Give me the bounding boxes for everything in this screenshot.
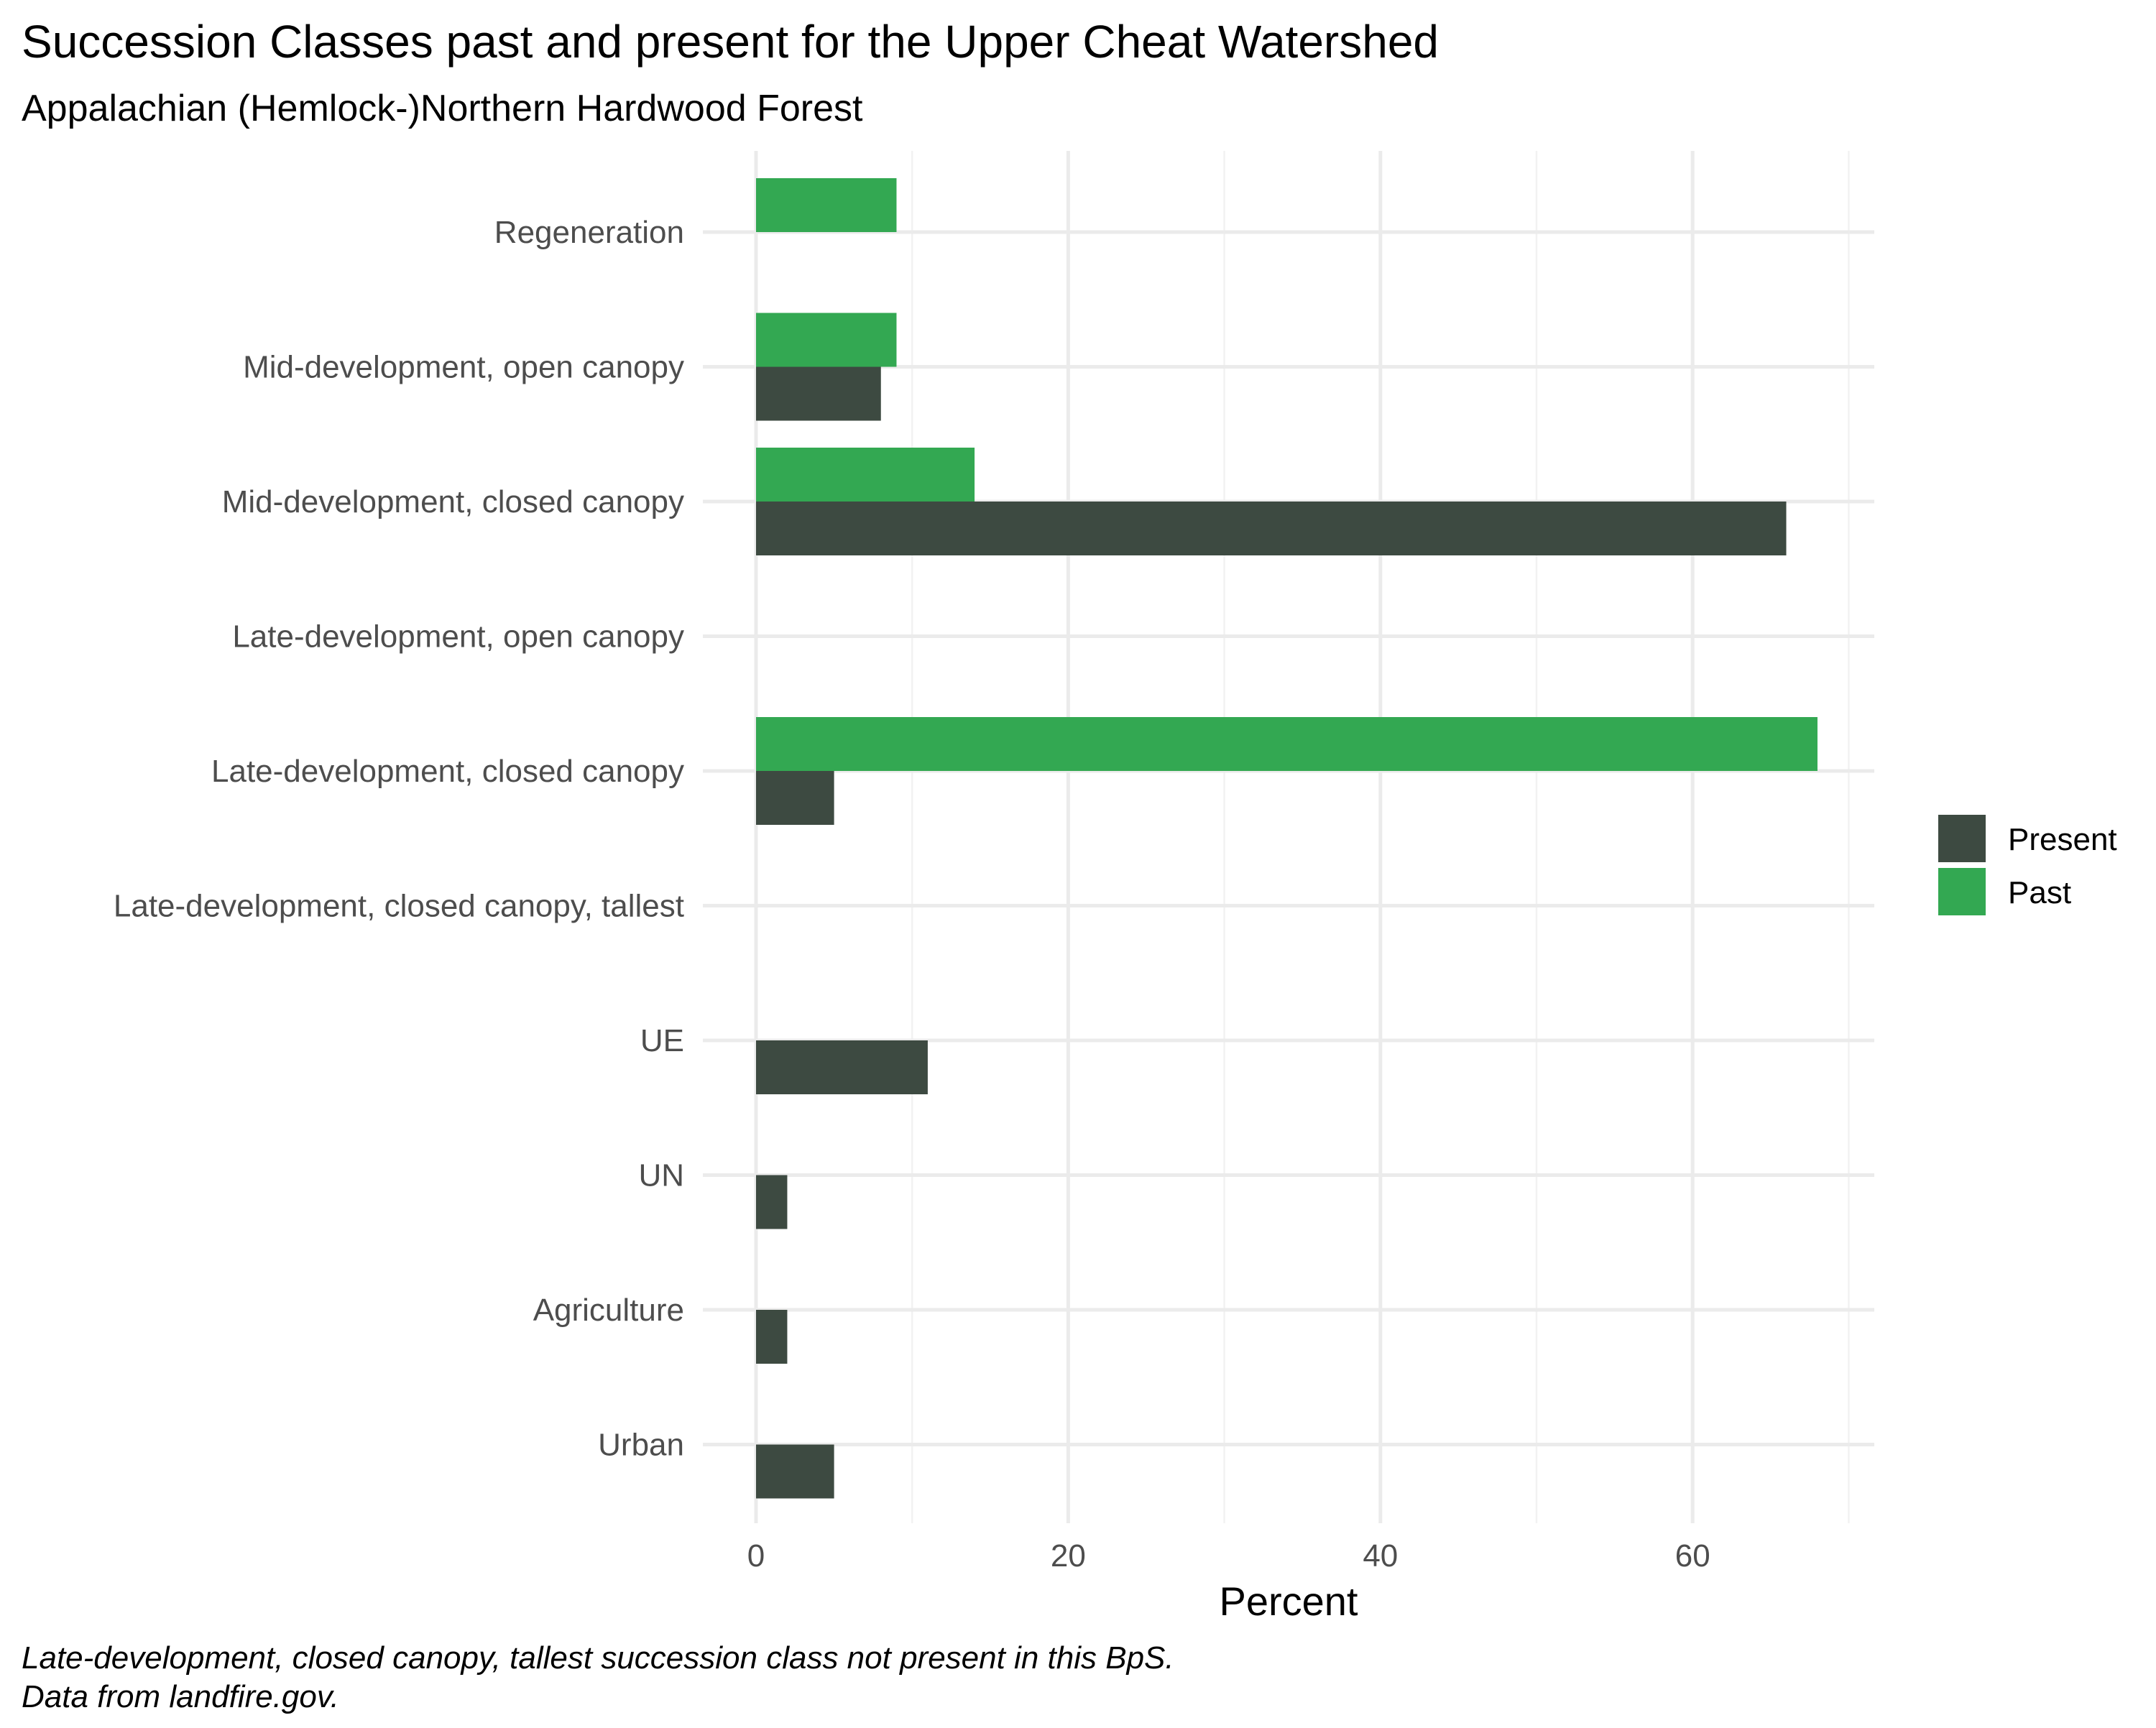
bar-past-mid-development-open-canopy bbox=[756, 313, 897, 367]
bar-past-regeneration bbox=[756, 178, 897, 232]
x-tick-label: 0 bbox=[747, 1538, 765, 1574]
x-axis-tick-labels: 0 20 40 60 bbox=[747, 1538, 1710, 1574]
x-tick-label: 20 bbox=[1051, 1538, 1086, 1574]
legend-swatch-past bbox=[1938, 868, 1986, 915]
bar-present-un bbox=[756, 1175, 788, 1229]
x-axis-label: Percent bbox=[1220, 1579, 1358, 1624]
bar-present-late-development-closed-canopy bbox=[756, 771, 834, 825]
legend: Present Past bbox=[1938, 815, 2117, 915]
legend-label-present: Present bbox=[2008, 822, 2117, 857]
bar-layer bbox=[756, 178, 1818, 1499]
bar-present-agriculture bbox=[756, 1310, 788, 1364]
x-tick-label: 60 bbox=[1675, 1538, 1710, 1574]
x-tick-label: 40 bbox=[1363, 1538, 1398, 1574]
y-tick-label: Regeneration bbox=[494, 215, 684, 250]
bar-present-ue bbox=[756, 1040, 928, 1094]
y-tick-label: UE bbox=[640, 1023, 684, 1058]
bar-present-mid-development-open-canopy bbox=[756, 366, 881, 421]
chart-caption: Late-development, closed canopy, tallest… bbox=[22, 1640, 1174, 1714]
bar-present-mid-development-closed-canopy bbox=[756, 502, 1787, 555]
chart-subtitle: Appalachian (Hemlock-)Northern Hardwood … bbox=[22, 88, 863, 129]
y-tick-label: Mid-development, open canopy bbox=[243, 350, 684, 385]
y-tick-label: Urban bbox=[598, 1428, 684, 1463]
legend-swatch-present bbox=[1938, 815, 1986, 862]
y-tick-label: Agriculture bbox=[533, 1293, 684, 1328]
bar-past-late-development-closed-canopy bbox=[756, 717, 1818, 771]
bar-past-mid-development-closed-canopy bbox=[756, 448, 975, 502]
y-tick-label: Mid-development, closed canopy bbox=[222, 484, 684, 519]
legend-label-past: Past bbox=[2008, 875, 2071, 910]
bar-present-urban bbox=[756, 1444, 834, 1499]
y-tick-label: Late-development, open canopy bbox=[232, 619, 684, 655]
y-tick-label: Late-development, closed canopy, tallest bbox=[114, 889, 684, 924]
y-tick-label: Late-development, closed canopy bbox=[211, 754, 684, 789]
y-axis-tick-labels: Regeneration Mid-development, open canopy… bbox=[114, 215, 684, 1463]
y-tick-label: UN bbox=[638, 1158, 684, 1193]
caption-line-2: Data from landfire.gov. bbox=[22, 1679, 339, 1714]
caption-line-1: Late-development, closed canopy, tallest… bbox=[22, 1640, 1174, 1676]
chart-title: Succession Classes past and present for … bbox=[22, 16, 1439, 68]
